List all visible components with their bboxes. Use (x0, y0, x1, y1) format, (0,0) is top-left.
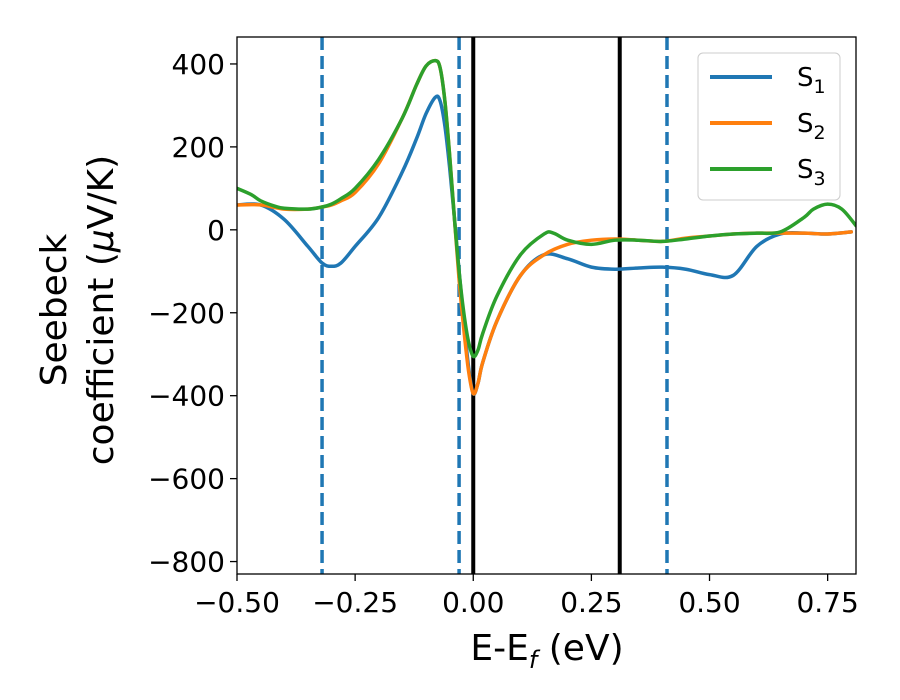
x-tick-label: −0.50 (194, 586, 280, 619)
legend-label-s1: S1 (797, 63, 826, 98)
y-tick-label: −800 (148, 546, 225, 579)
x-tick-label: 0.00 (442, 586, 504, 619)
legend: S1 S2 S3 (697, 52, 841, 201)
y-tick-label: −400 (148, 380, 225, 413)
legend-label-s2: S2 (797, 109, 826, 144)
plot-frame (236, 36, 857, 575)
x-tick-label: 0.50 (678, 586, 740, 619)
x-axis-title: E-Ef (eV) (470, 628, 623, 674)
y-tick-label: 200 (172, 131, 225, 164)
y-tick-label: 400 (172, 48, 225, 81)
y-tick-label: −200 (148, 297, 225, 330)
y-tick-label: 0 (207, 214, 225, 247)
y-axis-title-line1: Seebeck (34, 233, 75, 386)
x-tick-label: 0.75 (796, 586, 858, 619)
x-tick-label: 0.25 (560, 586, 622, 619)
legend-box (697, 52, 841, 201)
x-axis-ticks: −0.50 −0.25 0.00 0.25 0.50 0.75 (194, 574, 859, 619)
series-lines (237, 58, 856, 396)
x-tick-label: −0.25 (312, 586, 398, 619)
y-axis-ticks: 400 200 0 −200 −400 −600 −800 (148, 48, 237, 579)
y-axis-title-line2: coefficient (μV/K) (81, 155, 122, 465)
series-line-s3 (237, 58, 856, 359)
vertical-reference-lines (320, 37, 669, 574)
legend-label-s3: S3 (797, 155, 826, 190)
y-tick-label: −600 (148, 463, 225, 496)
